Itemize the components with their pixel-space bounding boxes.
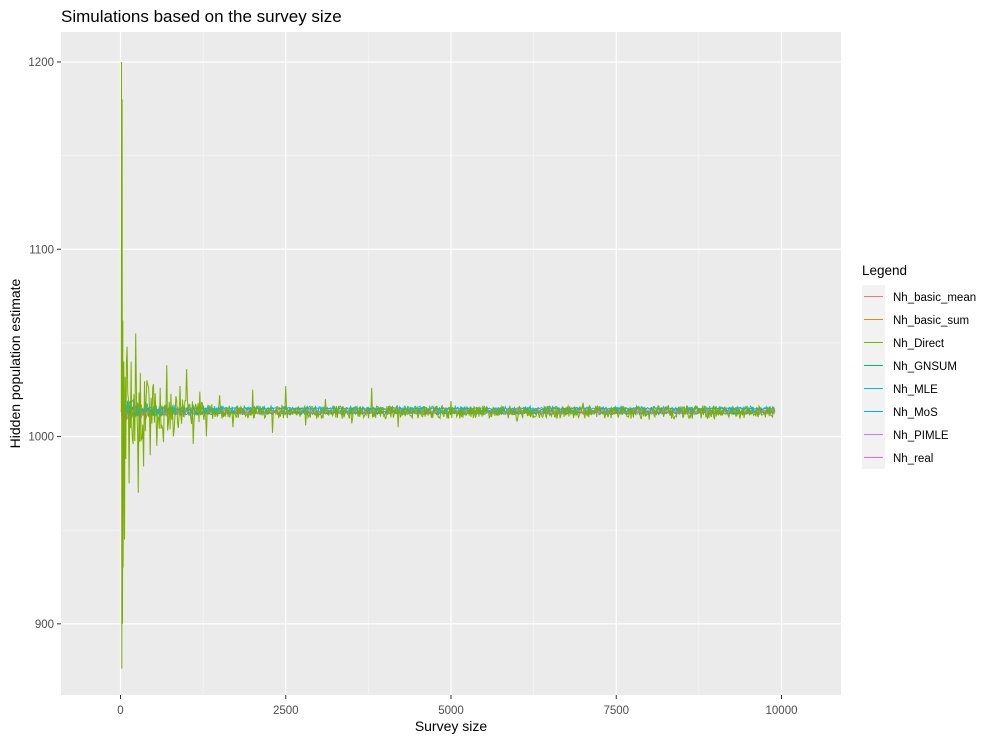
- legend-title: Legend: [862, 263, 907, 278]
- x-axis-title: Survey size: [415, 718, 488, 734]
- y-tick-label: 900: [35, 619, 54, 631]
- legend-label: Nh_Direct: [893, 338, 945, 350]
- legend: Legend Nh_basic_mean Nh_basic_sum Nh_Direc…: [862, 263, 976, 469]
- legend-items: Nh_basic_mean Nh_basic_sum Nh_Direct Nh_GNS…: [862, 285, 976, 469]
- legend-label: Nh_real: [893, 453, 933, 465]
- legend-label: Nh_MLE: [893, 384, 938, 396]
- x-tick-label: 7500: [603, 705, 629, 717]
- y-axis-title: Hidden population estimate: [7, 278, 23, 448]
- legend-label: Nh_GNSUM: [893, 361, 957, 373]
- chart-title: Simulations based on the survey size: [61, 7, 342, 26]
- y-tick-label: 1100: [29, 244, 54, 256]
- legend-label: Nh_basic_sum: [893, 315, 969, 327]
- legend-label: Nh_basic_mean: [893, 292, 976, 304]
- series-line-nh-direct: [120, 61, 776, 669]
- y-tick-label: 1000: [28, 432, 54, 444]
- y-tick-label: 1200: [28, 57, 54, 69]
- x-axis: 0 2500 5000 7500 10000: [117, 695, 798, 717]
- series-line-nh-pimle: [120, 405, 775, 420]
- legend-label: Nh_MoS: [893, 407, 938, 419]
- x-tick-label: 0: [117, 705, 123, 717]
- series-layer: [120, 61, 776, 669]
- legend-label: Nh_PIMLE: [893, 430, 949, 442]
- x-tick-label: 2500: [273, 705, 299, 717]
- grid-major: [61, 32, 841, 695]
- x-tick-label: 10000: [766, 705, 798, 717]
- y-axis: 900 1000 1100 1200: [28, 57, 61, 631]
- x-tick-label: 5000: [438, 705, 464, 717]
